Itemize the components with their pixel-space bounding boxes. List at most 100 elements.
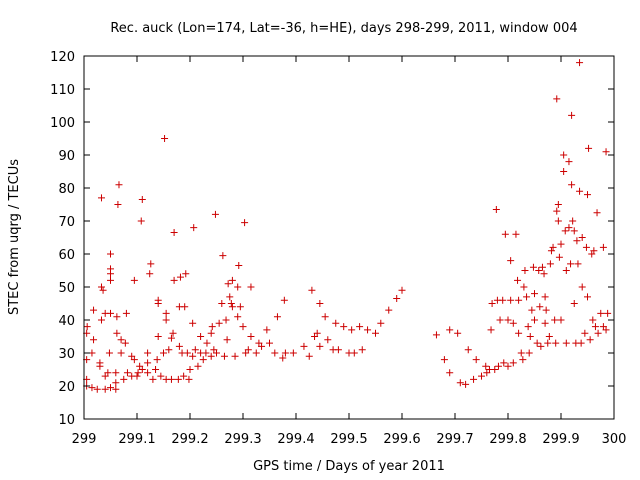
data-point [190, 224, 198, 232]
data-point [551, 316, 559, 324]
data-point [107, 250, 114, 258]
data-point [578, 283, 586, 291]
data-point [385, 306, 393, 314]
data-point [122, 309, 130, 317]
data-point [604, 309, 612, 317]
data-point [491, 366, 499, 373]
data-point [97, 316, 105, 324]
data-point [547, 247, 555, 255]
data-point [169, 329, 177, 337]
data-point [226, 293, 234, 301]
data-point [149, 375, 157, 383]
x-tick-label: 299.6 [383, 432, 420, 447]
data-point [356, 323, 364, 331]
data-point [585, 144, 593, 152]
x-tick-label: 299.3 [224, 432, 261, 447]
data-point [594, 329, 602, 337]
data-point [554, 201, 562, 208]
data-point [487, 326, 495, 334]
data-point [235, 262, 243, 270]
data-point [546, 260, 554, 268]
data-point [228, 276, 236, 284]
data-point [266, 339, 273, 347]
data-point [181, 303, 189, 311]
data-point [189, 319, 197, 327]
data-point [538, 263, 546, 271]
data-point [147, 260, 155, 268]
data-point [492, 205, 500, 213]
data-point [570, 227, 578, 235]
data-point [573, 237, 581, 245]
data-point [114, 201, 122, 208]
data-point [524, 323, 532, 331]
data-point [218, 300, 226, 307]
data-point [602, 326, 610, 334]
y-tick-label: 100 [50, 116, 75, 131]
data-point [107, 384, 114, 392]
y-tick-label: 60 [58, 248, 75, 263]
data-point [223, 336, 231, 344]
data-point [316, 300, 324, 307]
data-point [446, 326, 454, 334]
data-point [393, 295, 401, 303]
data-point [364, 326, 372, 334]
data-point [234, 283, 242, 291]
data-point [83, 323, 91, 331]
data-point [590, 247, 598, 255]
data-point [160, 349, 167, 357]
data-point [446, 369, 454, 377]
x-tick-label: 299.7 [436, 432, 473, 447]
data-point [334, 346, 342, 354]
data-point [161, 135, 169, 142]
data-point [211, 210, 219, 218]
x-tick-label: 299.1 [118, 432, 155, 447]
data-point [115, 181, 123, 189]
data-point [350, 349, 358, 357]
data-point [104, 369, 112, 377]
data-point [101, 385, 109, 393]
data-point [574, 260, 582, 268]
data-point [321, 313, 329, 321]
data-point [280, 296, 288, 304]
data-point [281, 349, 289, 357]
data-point [170, 276, 178, 284]
data-point [244, 346, 252, 354]
data-point [130, 356, 138, 364]
data-point [239, 323, 247, 331]
data-point [189, 352, 197, 360]
data-point [227, 300, 235, 307]
data-point [599, 243, 607, 251]
x-tick-label: 300 [602, 432, 627, 447]
data-point [529, 263, 537, 271]
data-point [88, 384, 96, 392]
y-tick-label: 40 [58, 314, 75, 329]
data-point [202, 349, 210, 357]
data-point [152, 366, 160, 373]
data-point [300, 342, 308, 350]
data-point [123, 369, 131, 377]
data-point [567, 260, 575, 268]
data-point [557, 316, 565, 324]
data-point [289, 349, 297, 357]
data-point [247, 333, 255, 340]
data-point [241, 219, 249, 227]
data-point [90, 336, 98, 344]
data-point [514, 276, 522, 284]
x-tick-label: 299 [72, 432, 97, 447]
data-point [520, 283, 528, 291]
data-point [224, 280, 232, 288]
data-point [197, 333, 205, 340]
y-tick-label: 80 [58, 182, 75, 197]
data-point [582, 243, 590, 251]
data-point [305, 352, 313, 360]
data-point [512, 230, 520, 238]
data-point [215, 319, 223, 327]
data-point [263, 326, 271, 334]
data-point [117, 349, 125, 357]
data-point [157, 372, 165, 380]
data-point [107, 276, 114, 284]
y-tick-label: 30 [58, 347, 75, 362]
data-point [440, 356, 448, 364]
